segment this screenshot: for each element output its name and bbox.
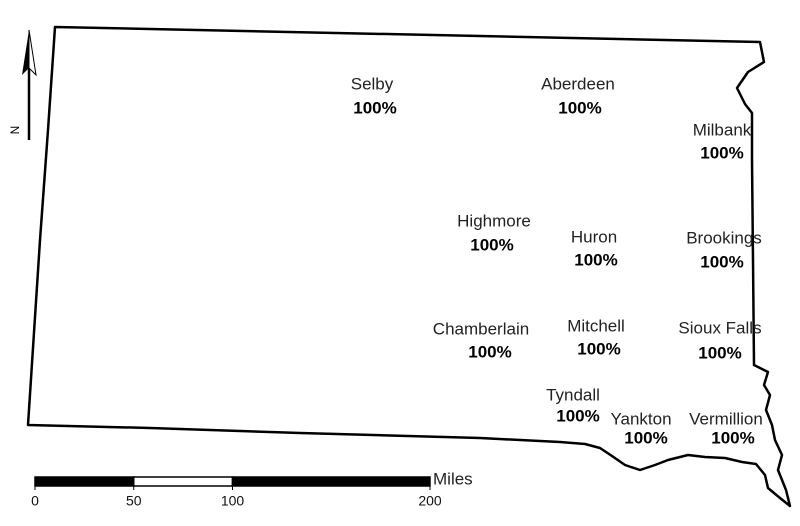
city-name: Selby <box>351 74 394 93</box>
state-outline <box>26 25 792 508</box>
city-value: 100% <box>624 428 667 447</box>
scale-tick-label: 0 <box>31 493 39 509</box>
north-label: N <box>8 126 22 135</box>
city-name: Vermillion <box>689 409 763 428</box>
city-value: 100% <box>470 235 513 254</box>
scale-tick-label: 50 <box>126 493 142 509</box>
scale-segment <box>34 476 135 487</box>
city-name: Yankton <box>610 409 671 428</box>
city-value: 100% <box>711 428 754 447</box>
scale-unit: Miles <box>433 469 473 488</box>
city-value: 100% <box>558 98 601 117</box>
scale-tick-label: 100 <box>221 493 245 509</box>
north-arrow-head-outline <box>28 29 37 77</box>
city-value: 100% <box>353 98 396 117</box>
city-value: 100% <box>698 343 741 362</box>
city-name: Aberdeen <box>541 74 615 93</box>
north-arrow-head <box>22 30 29 75</box>
city-name: Chamberlain <box>433 319 529 338</box>
city-value: 100% <box>556 406 599 425</box>
city-value: 100% <box>700 252 743 271</box>
city-name: Mitchell <box>567 316 625 335</box>
scale-tick-label: 200 <box>418 493 442 509</box>
city-value: 100% <box>574 250 617 269</box>
city-name: Highmore <box>457 211 531 230</box>
city-name: Sioux Falls <box>678 318 761 337</box>
scale-segment <box>231 476 431 487</box>
city-value: 100% <box>700 143 743 162</box>
city-value: 100% <box>468 342 511 361</box>
city-name: Brookings <box>686 228 762 247</box>
city-value: 100% <box>577 339 620 358</box>
scale-segment <box>133 476 234 487</box>
city-name: Tyndall <box>546 385 600 404</box>
city-name: Milbank <box>693 120 752 139</box>
city-name: Huron <box>571 227 617 246</box>
